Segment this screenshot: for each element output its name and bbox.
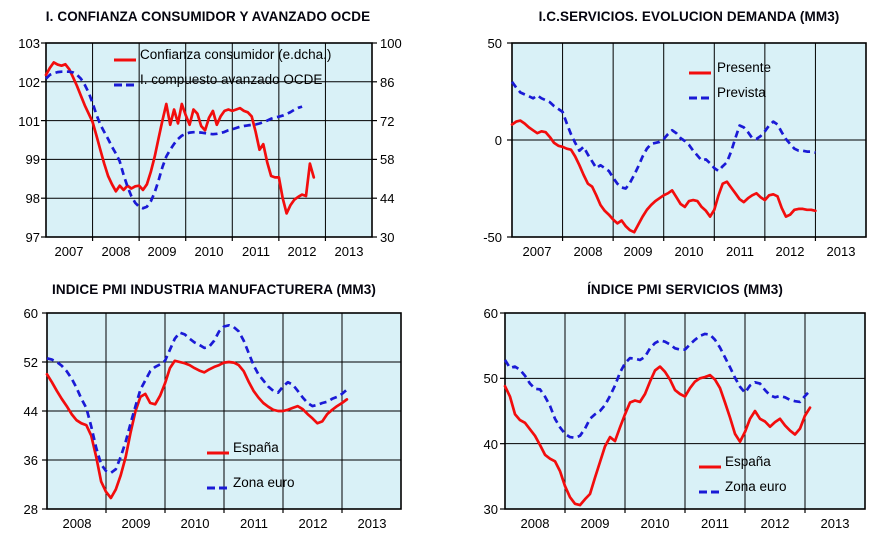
x-axis-year-label: 2011 (242, 244, 270, 259)
y-axis-left-label: 102 (18, 75, 40, 90)
x-axis-year-label: 2009 (580, 516, 610, 531)
legend-marker-presente (688, 64, 712, 82)
y-axis-left-label: 52 (23, 355, 38, 370)
y-axis-left-label: 30 (483, 502, 498, 517)
legend-marker-prevista (688, 89, 712, 107)
x-axis-year-label: 2009 (147, 244, 177, 259)
x-axis-year-label: 2007 (54, 244, 84, 259)
y-axis-right-label: 58 (380, 152, 395, 167)
legend-label-espana-manufacturas: España (233, 440, 279, 455)
series-line-espana-servicios (503, 365, 812, 507)
y-axis-right-label: 44 (380, 191, 395, 206)
legend-marker-zona-euro-manufacturas (206, 479, 230, 497)
y-axis-right-label: 30 (380, 230, 395, 245)
y-axis-left-label: 28 (23, 502, 38, 517)
x-axis-year-label: 2011 (701, 516, 729, 531)
y-axis-left-label: 36 (23, 453, 38, 468)
plot-border (511, 42, 867, 238)
panel-confianza-ocde: I. CONFIANZA CONSUMIDOR Y AVANZADO OCDE … (0, 0, 440, 280)
plot-border (45, 42, 373, 238)
legend-marker-confianza-consumidor (113, 51, 137, 69)
y-axis-left-label: 98 (25, 191, 40, 206)
x-axis-year-label: 2013 (357, 516, 387, 531)
y-axis-left-label: 40 (483, 437, 498, 452)
chart-title-pmi-servicios: ÍNDICE PMI SERVICIOS (MM3) (587, 282, 783, 297)
legend-marker-zona-euro-servicios (698, 483, 722, 501)
y-axis-left-label: 60 (483, 306, 498, 321)
series-line-zona-euro-servicios (503, 332, 811, 440)
gridlines (512, 43, 866, 237)
y-axis-left-label: 103 (18, 36, 40, 51)
x-axis-year-label: 2013 (820, 516, 850, 531)
y-axis-right-label: 100 (380, 36, 402, 51)
x-axis-year-label: 2013 (826, 244, 856, 259)
chart-title-servicios-demanda: I.C.SERVICIOS. EVOLUCION DEMANDA (MM3) (538, 9, 840, 24)
panel-pmi-servicios: ÍNDICE PMI SERVICIOS (MM3) 60 50 40 30 2008 2… (440, 280, 880, 560)
y-axis-left-label: 97 (25, 230, 40, 245)
legend-label-presente: Presente (717, 60, 772, 75)
x-axis-year-label: 2008 (520, 516, 550, 531)
x-axis-year-label: 2007 (522, 244, 552, 259)
plot-canvas-confianza-ocde (41, 42, 377, 241)
y-axis-left-label: 50 (487, 36, 502, 51)
legend-marker-espana-manufacturas (206, 444, 230, 462)
y-axis-left-label: 60 (23, 306, 38, 321)
chart-title-confianza-ocde: I. CONFIANZA CONSUMIDOR Y AVANZADO OCDE (45, 9, 371, 24)
y-axis-left-label: 50 (483, 371, 498, 386)
plot-canvas-pmi-servicios (500, 312, 866, 513)
series-line-prevista (510, 81, 816, 190)
series-line-espana-manufacturas (45, 359, 349, 500)
legend-label-prevista: Prevista (717, 85, 766, 100)
panel-servicios-demanda: I.C.SERVICIOS. EVOLUCION DEMANDA (MM3) 5… (440, 0, 880, 280)
y-axis-right-label: 72 (380, 114, 395, 129)
y-axis-left-label: 101 (18, 114, 40, 129)
x-axis-year-label: 2012 (760, 516, 790, 531)
x-axis-year-label: 2012 (775, 244, 805, 259)
legend-label-espana-servicios: España (725, 454, 771, 469)
legend-marker-espana-servicios (698, 458, 722, 476)
legend-label-zona-euro-servicios: Zona euro (725, 479, 787, 494)
chart-title-pmi-manufacturas: INDICE PMI INDUSTRIA MANUFACTURERA (MM3) (52, 282, 376, 297)
plot-canvas-pmi-manufacturas (42, 312, 402, 513)
x-axis-year-label: 2010 (674, 244, 704, 259)
x-axis-year-label: 2011 (726, 244, 754, 259)
gridlines (46, 43, 372, 237)
plot-canvas-servicios-demanda (507, 42, 867, 241)
x-axis-year-label: 2009 (623, 244, 653, 259)
x-axis-year-label: 2012 (287, 244, 317, 259)
x-axis-year-label: 2010 (640, 516, 670, 531)
y-axis-left-label: 44 (23, 404, 38, 419)
y-axis-right-label: 86 (380, 75, 395, 90)
plot-border (46, 312, 402, 510)
x-axis-year-label: 2013 (334, 244, 364, 259)
x-axis-year-label: 2008 (101, 244, 131, 259)
series-line-zona-euro-manufacturas (46, 323, 348, 475)
series-line-confianza-consumidor (44, 61, 316, 215)
x-axis-year-label: 2011 (240, 516, 268, 531)
plot-background (46, 43, 372, 237)
legend-label-zona-euro-manufacturas: Zona euro (233, 475, 295, 490)
series-line-compuesto-avanzado-ocde (45, 70, 303, 210)
y-axis-left-label: 99 (25, 152, 40, 167)
plot-border (504, 312, 866, 510)
x-axis-year-label: 2010 (180, 516, 210, 531)
legend-label-compuesto-avanzado-ocde: I. compuesto avanzado OCDE (140, 72, 323, 87)
x-axis-year-label: 2012 (298, 516, 328, 531)
x-axis-year-label: 2009 (121, 516, 151, 531)
x-axis-year-label: 2008 (62, 516, 92, 531)
y-axis-left-label: -50 (483, 230, 502, 245)
x-axis-year-label: 2008 (573, 244, 603, 259)
legend-label-confianza-consumidor: Confianza consumidor (e.dcha.) (140, 47, 332, 62)
gridlines (505, 313, 865, 509)
panel-pmi-manufacturas: INDICE PMI INDUSTRIA MANUFACTURERA (MM3)… (0, 280, 440, 560)
x-axis-year-label: 2010 (194, 244, 224, 259)
legend-marker-compuesto-avanzado-ocde (113, 76, 137, 94)
y-axis-left-label: 0 (494, 133, 502, 148)
series-line-presente (510, 119, 817, 234)
